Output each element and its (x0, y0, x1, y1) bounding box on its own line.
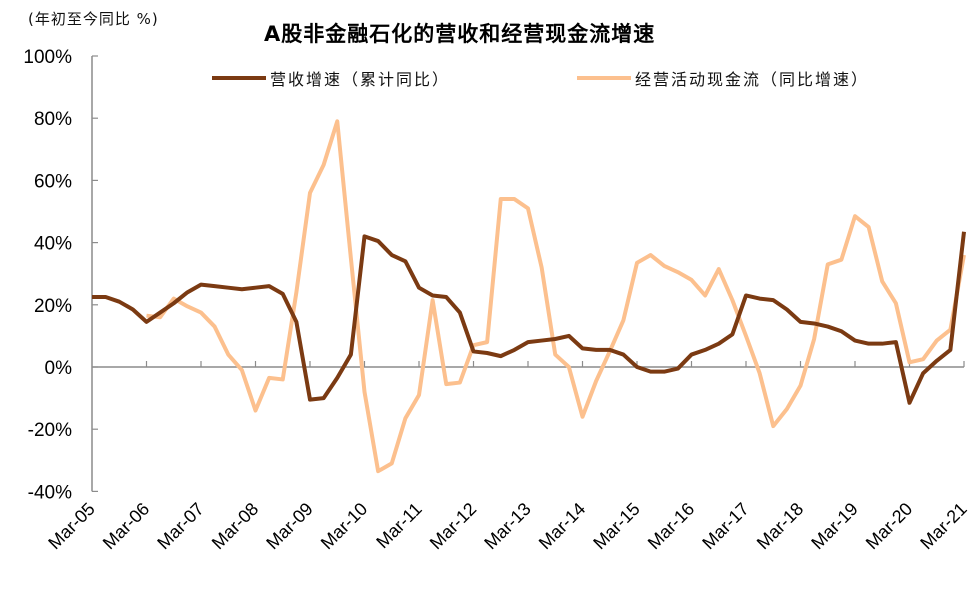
x-tick-label: Mar-08 (208, 499, 262, 553)
y-axis-unit-label: (年初至今同比 %) (28, 10, 159, 28)
legend-item-revenue: 营收增速（累计同比） (212, 66, 450, 90)
x-tick-label: Mar-07 (153, 499, 207, 553)
series-lines (92, 119, 966, 474)
x-tick-label: Mar-11 (372, 499, 426, 553)
x-tick-label: Mar-10 (317, 499, 371, 553)
revenue-growth-line (92, 231, 966, 405)
chart-title: A股非金融石化的营收和经营现金流增速 (264, 22, 656, 46)
y-tick-label: 100% (23, 47, 72, 68)
y-tick-label: 40% (34, 234, 72, 255)
x-tick-label: Mar-09 (262, 499, 316, 553)
x-tick-label: Mar-15 (589, 499, 643, 553)
x-tick-label: Mar-20 (862, 499, 916, 553)
legend: 营收增速（累计同比） 经营活动现金流（同比增速） (0, 66, 973, 92)
axes: -40%-20%0%20%40%60%80%100%Mar-05 Mar-06 Ma… (23, 47, 970, 553)
x-tick-label: Mar-16 (644, 499, 698, 553)
x-tick-label: Mar-14 (535, 499, 589, 553)
x-tick-label: Mar-19 (807, 499, 861, 553)
legend-label-cashflow: 经营活动现金流（同比增速） (635, 70, 870, 89)
x-tick-label: Mar-13 (480, 499, 534, 553)
y-tick-label: 0% (45, 358, 73, 379)
legend-swatch-revenue (212, 76, 266, 80)
x-tick-label: Mar-21 (916, 499, 970, 553)
x-tick-label: Mar-18 (753, 499, 807, 553)
y-tick-label: 20% (34, 296, 72, 317)
x-tick-label: Mar-12 (426, 499, 480, 553)
legend-swatch-cashflow (577, 76, 631, 80)
y-tick-label: -20% (28, 420, 72, 441)
y-tick-label: -40% (28, 482, 72, 503)
operating-cashflow-growth-line (146, 119, 966, 474)
legend-label-revenue: 营收增速（累计同比） (270, 70, 451, 89)
legend-item-cashflow: 经营活动现金流（同比增速） (577, 66, 869, 90)
x-tick-label: Mar-06 (99, 499, 153, 553)
x-tick-label: Mar-05 (44, 499, 98, 553)
y-tick-label: 80% (34, 109, 72, 130)
x-tick-label: Mar-17 (698, 499, 752, 553)
y-tick-label: 60% (34, 171, 72, 192)
